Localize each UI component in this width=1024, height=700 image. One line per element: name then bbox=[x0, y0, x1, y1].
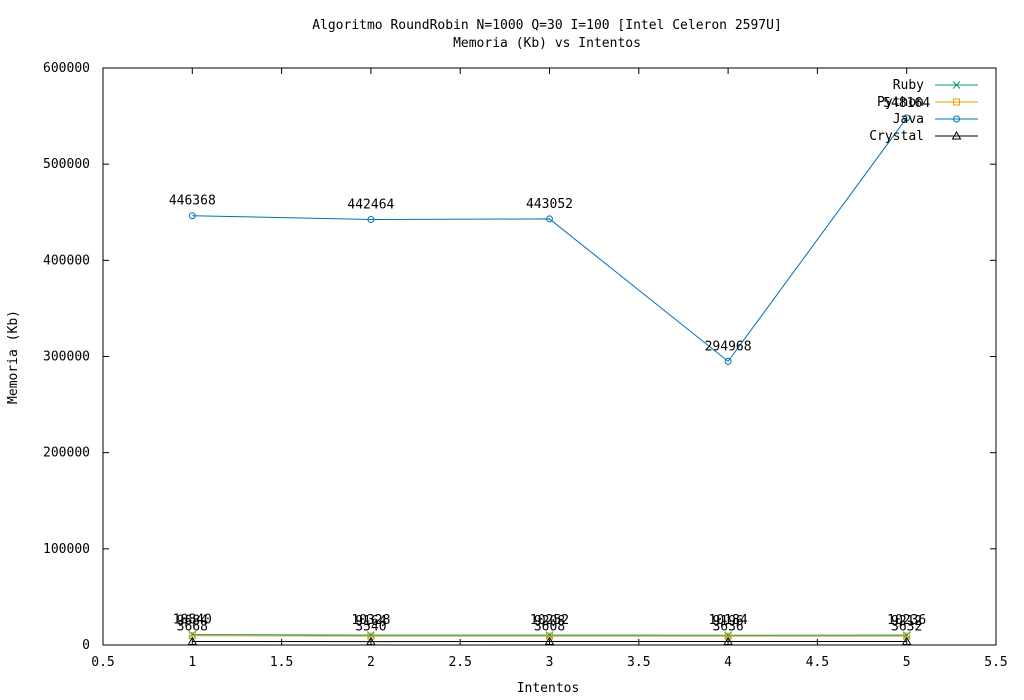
x-tick-label: 3 bbox=[546, 655, 554, 670]
x-tick-label: 4.5 bbox=[806, 655, 829, 670]
x-tick-label: 2 bbox=[367, 655, 375, 670]
legend-item-java: Java bbox=[893, 112, 978, 127]
data-point-crystal bbox=[187, 636, 198, 645]
data-label-crystal: 3636 bbox=[712, 620, 743, 635]
data-label-java: 446368 bbox=[169, 194, 216, 209]
data-label-crystal: 3608 bbox=[534, 620, 565, 635]
data-labels: 10840 10328 10252 10184 10236 9684 9164 9208 919… bbox=[169, 96, 931, 635]
y-tick-label: 400000 bbox=[43, 253, 90, 268]
legend-label: Crystal bbox=[869, 129, 924, 144]
data-label-ruby: 10840 bbox=[173, 613, 212, 628]
data-point-java bbox=[367, 215, 375, 223]
data-point-crystal bbox=[723, 636, 733, 646]
data-label-java: 294968 bbox=[705, 339, 752, 354]
data-label-crystal: 3540 bbox=[355, 620, 386, 635]
data-label-java: 548164 bbox=[883, 96, 930, 111]
legend-label: Ruby bbox=[893, 78, 924, 93]
x-tick-label: 5.5 bbox=[984, 655, 1007, 670]
series-line-java bbox=[192, 117, 908, 363]
legend-marker bbox=[953, 98, 960, 106]
data-point-java bbox=[903, 114, 911, 122]
series-layer bbox=[187, 114, 912, 646]
data-point-java bbox=[546, 215, 553, 223]
legend: Ruby Python Java Crystal bbox=[869, 78, 978, 144]
data-label-python: 9196 bbox=[712, 614, 743, 629]
y-tick-label: 0 bbox=[82, 638, 90, 653]
data-label-crystal: 3632 bbox=[891, 620, 922, 635]
data-point-java bbox=[188, 212, 196, 220]
data-label-ruby: 10252 bbox=[530, 613, 569, 628]
y-tick-label: 500000 bbox=[43, 157, 90, 172]
legend-marker bbox=[952, 81, 961, 89]
data-point-python bbox=[724, 632, 732, 640]
data-point-python bbox=[903, 632, 911, 640]
legend-marker bbox=[951, 130, 962, 140]
data-label-java: 442464 bbox=[347, 197, 394, 212]
x-ticks: 0.5 1 1.5 2 2.5 3 3.5 4 4.5 5 5.5 bbox=[91, 68, 1008, 670]
series-line-python bbox=[192, 635, 907, 637]
legend-item-ruby: Ruby bbox=[893, 78, 978, 93]
legend-label: Java bbox=[893, 112, 924, 127]
data-label-java: 443052 bbox=[526, 197, 573, 212]
legend-label: Python bbox=[877, 95, 924, 110]
legend-item-python: Python bbox=[877, 95, 978, 110]
data-point-python bbox=[546, 632, 553, 640]
data-point-crystal bbox=[366, 636, 376, 646]
x-tick-label: 1 bbox=[188, 655, 196, 670]
series-python bbox=[188, 632, 911, 640]
y-tick-label: 600000 bbox=[43, 61, 90, 76]
x-tick-label: 5 bbox=[903, 655, 911, 670]
data-label-python: 9684 bbox=[177, 614, 208, 629]
data-label-python: 9164 bbox=[355, 614, 386, 629]
x-tick-label: 4 bbox=[724, 655, 732, 670]
data-point-python bbox=[188, 632, 196, 640]
y-tick-label: 100000 bbox=[43, 542, 90, 557]
data-label-python: 9208 bbox=[534, 614, 565, 629]
data-label-ruby: 10236 bbox=[887, 613, 926, 628]
series-crystal bbox=[187, 636, 912, 646]
x-tick-label: 1.5 bbox=[270, 655, 293, 670]
data-point-crystal bbox=[901, 636, 912, 646]
legend-marker bbox=[953, 115, 960, 123]
x-axis-label: Intentos bbox=[517, 681, 580, 696]
series-java bbox=[188, 114, 911, 365]
chart-title: Algoritmo RoundRobin N=1000 Q=30 I=100 [… bbox=[312, 18, 782, 33]
data-point-crystal bbox=[544, 636, 555, 646]
y-axis-label: Memoria (Kb) bbox=[6, 310, 21, 404]
y-tick-label: 200000 bbox=[43, 446, 90, 461]
legend-item-crystal: Crystal bbox=[869, 129, 978, 144]
data-label-ruby: 10184 bbox=[709, 613, 748, 628]
y-tick-label: 300000 bbox=[43, 350, 90, 365]
x-tick-label: 0.5 bbox=[91, 655, 114, 670]
data-label-ruby: 10328 bbox=[351, 613, 390, 628]
data-point-java bbox=[724, 357, 732, 365]
y-ticks: 0 100000 200000 300000 400000 500000 600000 bbox=[43, 61, 996, 653]
x-tick-label: 2.5 bbox=[448, 655, 471, 670]
data-point-python bbox=[367, 632, 375, 640]
data-label-crystal: 3668 bbox=[177, 619, 208, 634]
x-tick-label: 3.5 bbox=[627, 655, 650, 670]
plot-frame bbox=[102, 67, 997, 646]
chart-subtitle: Memoria (Kb) vs Intentos bbox=[453, 36, 641, 51]
data-label-python: 9212 bbox=[891, 614, 922, 629]
